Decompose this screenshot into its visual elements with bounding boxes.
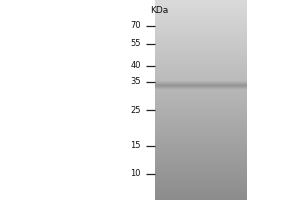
Text: KDa: KDa bbox=[150, 6, 168, 15]
Text: 70: 70 bbox=[130, 21, 141, 30]
Text: 10: 10 bbox=[130, 170, 141, 178]
Text: 15: 15 bbox=[130, 142, 141, 150]
Text: 55: 55 bbox=[130, 40, 141, 48]
Text: 25: 25 bbox=[130, 106, 141, 114]
Text: 40: 40 bbox=[130, 62, 141, 71]
Text: 35: 35 bbox=[130, 77, 141, 86]
